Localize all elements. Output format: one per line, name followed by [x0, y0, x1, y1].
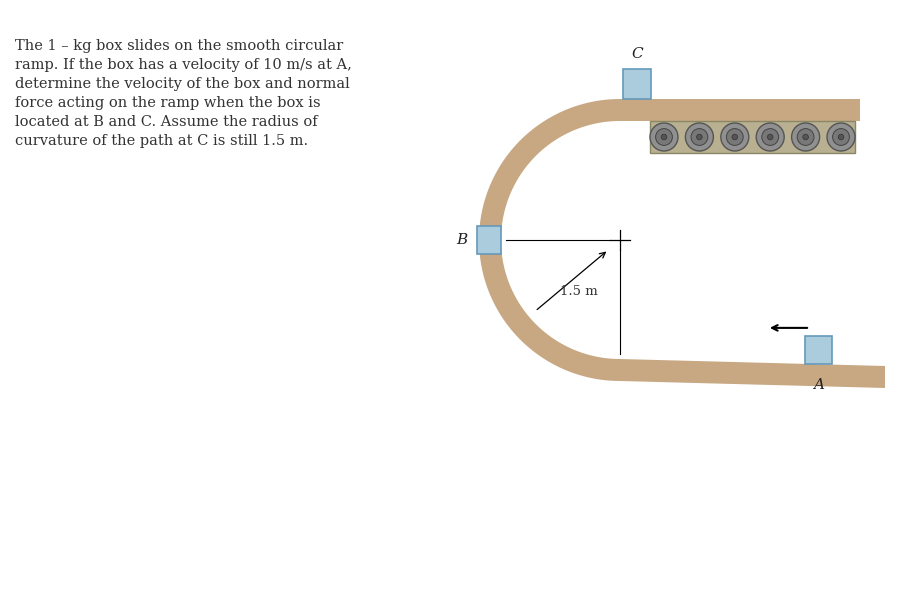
Circle shape [792, 123, 820, 151]
Circle shape [697, 134, 702, 140]
Circle shape [827, 123, 855, 151]
Polygon shape [620, 99, 860, 121]
Polygon shape [650, 121, 855, 153]
Text: B: B [456, 233, 467, 247]
Text: The 1 – kg box slides on the smooth circular
ramp. If the box has a velocity of : The 1 – kg box slides on the smooth circ… [15, 39, 352, 148]
Polygon shape [479, 99, 620, 381]
Bar [623, 69, 651, 99]
Circle shape [756, 123, 784, 151]
Bar [805, 336, 832, 364]
Circle shape [685, 123, 713, 151]
Circle shape [721, 123, 749, 151]
Circle shape [803, 134, 808, 140]
Circle shape [797, 128, 814, 146]
Circle shape [650, 123, 678, 151]
Circle shape [767, 134, 773, 140]
Circle shape [661, 134, 667, 140]
Polygon shape [620, 359, 885, 388]
Text: A: A [813, 378, 824, 392]
Circle shape [838, 134, 844, 140]
Circle shape [762, 128, 779, 146]
Text: 1.5 m: 1.5 m [560, 285, 598, 298]
Text: C: C [631, 47, 643, 61]
Circle shape [732, 134, 738, 140]
Circle shape [656, 128, 672, 146]
Circle shape [833, 128, 849, 146]
Circle shape [691, 128, 708, 146]
Bar [477, 226, 501, 254]
Circle shape [726, 128, 743, 146]
